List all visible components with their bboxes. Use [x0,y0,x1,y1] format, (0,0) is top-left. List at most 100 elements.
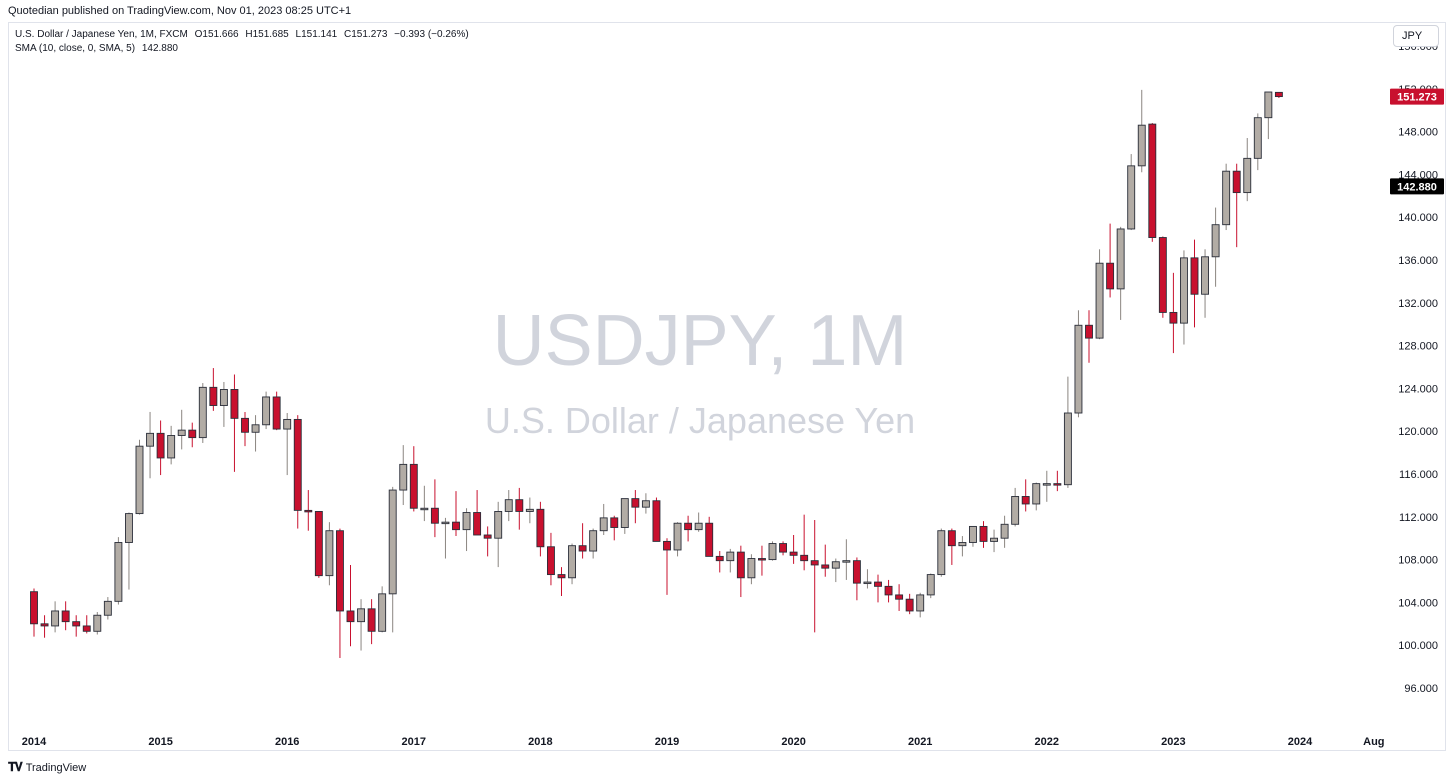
candle[interactable] [1127,154,1136,231]
candle[interactable] [293,415,302,529]
time-axis[interactable]: 2014 2015 2016 2017 2018 2019 2020 2021 2022 2023… [22,736,1385,748]
candle[interactable] [1095,249,1104,340]
candle[interactable] [578,523,587,559]
candle[interactable] [979,521,988,548]
candle[interactable] [357,599,365,651]
candle[interactable] [937,528,946,577]
candle[interactable] [768,541,777,561]
candle[interactable] [325,522,334,586]
candle[interactable] [694,512,703,532]
candle[interactable] [40,615,49,638]
candle[interactable] [409,446,418,512]
candle[interactable] [1021,479,1030,512]
candle[interactable] [241,411,249,447]
candle[interactable] [367,599,376,645]
candle[interactable] [831,558,840,583]
candle[interactable] [251,415,260,452]
candle[interactable] [1264,91,1273,140]
candle[interactable] [1116,226,1125,320]
candle[interactable] [1106,223,1115,298]
candle[interactable] [1085,310,1093,363]
candle[interactable] [188,422,197,448]
candle[interactable] [1190,239,1199,328]
candle[interactable] [177,409,186,450]
candle[interactable] [114,537,123,605]
candle[interactable] [124,512,133,590]
candle[interactable] [821,544,830,577]
candle[interactable] [452,491,460,537]
candle[interactable] [346,564,355,647]
candle[interactable] [388,486,397,633]
candle[interactable] [219,381,228,427]
candle[interactable] [420,485,429,522]
candle[interactable] [1053,470,1062,492]
candle[interactable] [884,579,893,603]
candle[interactable] [304,490,313,531]
candle[interactable] [641,493,650,514]
candle[interactable] [1011,487,1020,527]
candle[interactable] [462,508,471,552]
candle[interactable] [146,411,155,479]
candle[interactable] [747,554,756,585]
candle[interactable] [726,548,735,573]
candle[interactable] [547,532,555,586]
candle[interactable] [515,487,524,530]
candle[interactable] [663,538,671,595]
candle[interactable] [399,445,408,506]
candle[interactable] [504,490,513,522]
candle[interactable] [430,479,439,538]
candle[interactable] [525,497,534,524]
candle[interactable] [736,545,745,598]
candle[interactable] [874,574,882,603]
candle[interactable] [1243,138,1252,202]
candle[interactable] [684,515,693,542]
candle[interactable] [336,528,344,659]
candle[interactable] [51,601,60,633]
candle[interactable] [673,522,682,557]
candle[interactable] [536,501,545,557]
price-axis[interactable]: 96.000 100.000 104.000 108.000 112.000 116.00… [1398,41,1438,695]
candle[interactable] [156,420,165,476]
candle[interactable] [30,588,38,637]
candle[interactable] [926,573,935,599]
candle[interactable] [715,551,724,573]
candle[interactable] [990,529,998,553]
candle[interactable] [589,528,598,559]
candle[interactable] [947,528,956,565]
candle[interactable] [1148,123,1157,242]
candle[interactable] [1000,515,1009,548]
candle[interactable] [1063,376,1072,488]
candle[interactable] [272,391,281,431]
candle[interactable] [1232,163,1241,248]
candle[interactable] [842,539,851,580]
candle[interactable] [620,498,629,534]
candle[interactable] [473,490,482,536]
candle[interactable] [262,391,271,430]
candle[interactable] [135,439,144,515]
candle[interactable] [557,567,566,596]
candle[interactable] [1137,89,1146,173]
candle[interactable] [810,520,819,633]
candle[interactable] [1211,207,1220,287]
candle[interactable] [652,497,661,542]
candle[interactable] [905,593,914,615]
candle[interactable] [631,490,640,524]
candle[interactable] [1201,249,1210,318]
candle[interactable] [895,584,904,611]
candle[interactable] [1179,250,1188,345]
candle[interactable] [1222,163,1231,231]
candle[interactable] [93,612,102,635]
candle[interactable] [863,569,872,589]
candle[interactable] [568,543,576,585]
currency-button[interactable]: JPY [1393,25,1439,47]
candle[interactable] [1074,310,1083,418]
candle[interactable] [494,501,503,568]
candle[interactable] [599,503,608,535]
candle[interactable] [969,525,977,547]
candle[interactable] [72,615,81,637]
candle[interactable] [441,517,450,559]
candle[interactable] [483,526,492,557]
candle[interactable] [378,586,387,633]
candle[interactable] [779,541,787,556]
